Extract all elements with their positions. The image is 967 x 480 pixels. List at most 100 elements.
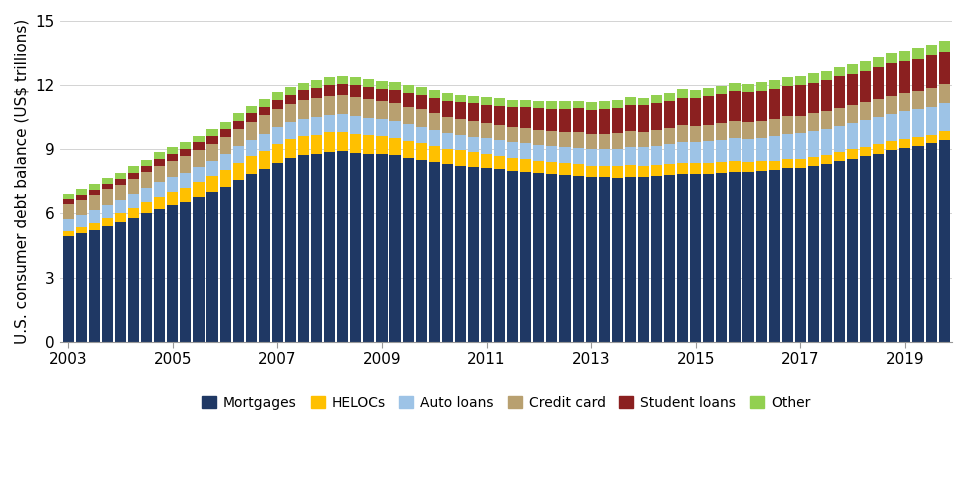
Bar [847,64,858,74]
Bar [337,76,348,84]
Bar [481,105,492,123]
Bar [63,231,73,236]
Bar [807,73,819,83]
Bar [102,205,113,218]
Bar [63,199,73,204]
Bar [807,83,819,113]
Bar [364,87,374,99]
Bar [324,132,336,152]
Bar [913,109,923,137]
Bar [572,176,584,342]
Bar [729,91,741,121]
Bar [402,107,414,124]
Bar [220,122,231,129]
Bar [454,95,466,102]
Bar [873,67,885,99]
Bar [285,140,296,158]
Bar [913,145,923,342]
Bar [220,129,231,137]
Bar [847,123,858,149]
Bar [75,233,87,342]
Bar [233,180,244,342]
Bar [233,129,244,146]
Bar [560,147,571,163]
Bar [807,156,819,166]
Bar [428,145,440,162]
Bar [729,121,741,138]
Bar [717,95,727,123]
Bar [861,147,871,156]
Bar [416,87,426,95]
Bar [193,135,204,142]
Bar [586,177,597,342]
Bar [599,178,610,342]
Bar [376,89,388,101]
Bar [677,174,689,342]
Bar [755,137,767,161]
Bar [454,166,466,342]
Bar [861,156,871,342]
Bar [89,195,100,210]
Bar [703,88,715,96]
Bar [807,113,819,131]
Bar [599,149,610,166]
Bar [717,173,727,342]
Bar [180,143,191,149]
Bar [899,93,911,111]
Bar [89,210,100,223]
Bar [899,111,911,139]
Bar [913,137,923,145]
Bar [285,104,296,122]
Bar [625,105,636,131]
Bar [769,170,779,342]
Bar [115,179,126,184]
Bar [743,122,753,139]
Bar [350,97,362,116]
Bar [494,106,505,125]
Bar [769,89,779,119]
Bar [272,144,283,163]
Bar [586,166,597,177]
Bar [717,86,727,95]
Bar [259,99,270,107]
Bar [795,133,806,159]
Bar [63,219,73,231]
Bar [638,147,649,166]
Bar [586,109,597,133]
Legend: Mortgages, HELOCs, Auto loans, Credit card, Student loans, Other: Mortgages, HELOCs, Auto loans, Credit ca… [196,390,816,416]
Bar [442,164,453,342]
Bar [298,100,309,119]
Bar [821,129,832,155]
Bar [180,156,191,173]
Bar [207,136,218,144]
Bar [272,127,283,144]
Bar [546,174,558,342]
Bar [847,159,858,342]
Bar [572,132,584,148]
Bar [454,150,466,166]
Bar [154,166,165,182]
Bar [128,179,139,194]
Bar [572,101,584,108]
Bar [272,163,283,342]
Bar [180,202,191,342]
Bar [939,132,950,140]
Bar [612,133,623,149]
Bar [677,97,689,125]
Bar [259,151,270,168]
Bar [324,115,336,132]
Bar [795,76,806,85]
Bar [128,218,139,342]
Bar [390,82,400,90]
Bar [925,143,937,342]
Bar [102,226,113,342]
Bar [651,95,662,103]
Bar [402,157,414,342]
Bar [572,164,584,176]
Bar [350,77,362,85]
Bar [690,98,701,126]
Bar [913,91,923,109]
Bar [847,74,858,105]
Bar [769,136,779,161]
Bar [677,89,689,97]
